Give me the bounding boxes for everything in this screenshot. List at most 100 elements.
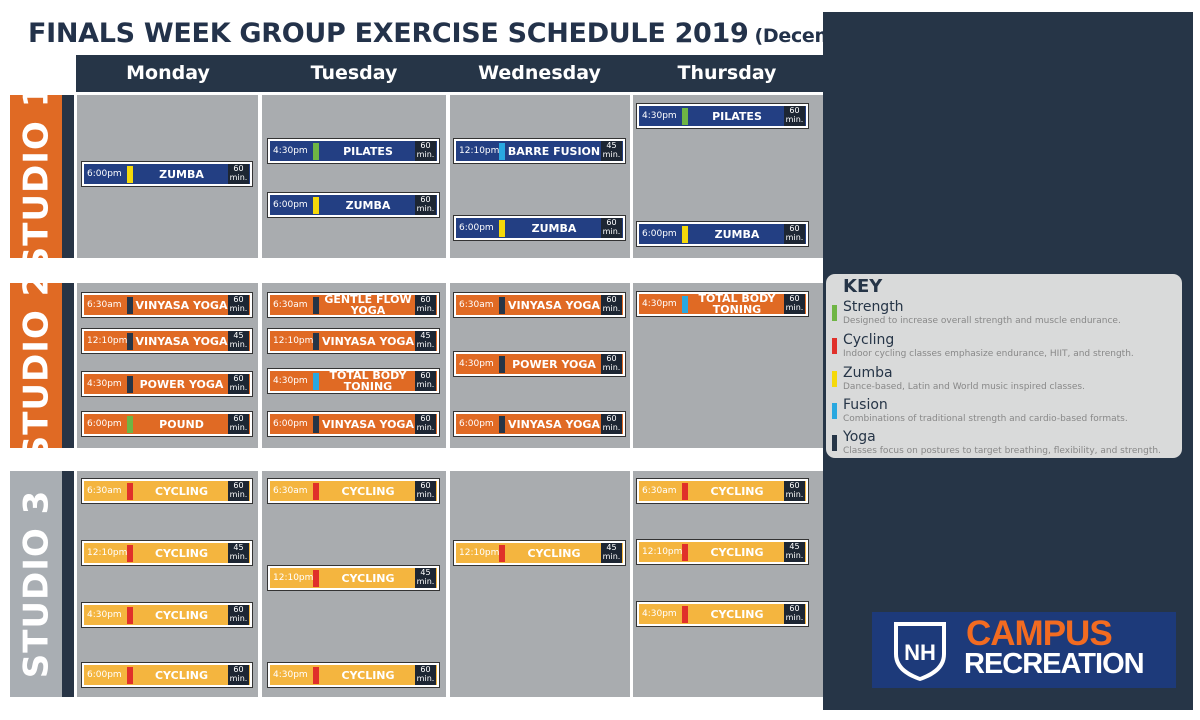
class-time: 6:30am <box>87 300 122 310</box>
day-header-tuesday: Tuesday <box>310 62 398 84</box>
zumba-color-bar <box>313 196 319 214</box>
class-name: CYCLING <box>341 571 395 585</box>
class-block[interactable]: 4:30pm POWER YOGA 60 min. <box>454 352 625 376</box>
class-duration: 45 min. <box>415 331 436 351</box>
studio-1-label: STUDIO 1 <box>10 82 62 271</box>
cycling-color-bar <box>682 482 688 500</box>
studio-1-edge <box>62 95 74 258</box>
key-legend: KEY Strength Designed to increase overal… <box>826 274 1182 458</box>
class-block[interactable]: 4:30pm PILATES 60 min. <box>637 104 808 128</box>
class-block[interactable]: 6:00pm ZUMBA 60 min. <box>454 216 625 240</box>
cycling-color-bar <box>313 569 319 587</box>
class-time: 6:00pm <box>273 200 308 210</box>
class-time: 4:30pm <box>273 376 308 386</box>
class-block[interactable]: 6:30am GENTLE FLOW YOGA 60 min. <box>268 293 439 317</box>
class-block[interactable]: 4:30pm CYCLING 60 min. <box>637 602 808 626</box>
class-block[interactable]: 6:00pm ZUMBA 60 min. <box>82 162 252 186</box>
studio-3-label: STUDIO 3 <box>10 471 62 697</box>
class-block[interactable]: 4:30pm TOTAL BODY TONING 60 min. <box>268 369 439 393</box>
page-title: FINALS WEEK GROUP EXERCISE SCHEDULE 2019… <box>28 18 937 49</box>
yoga-color-bar <box>499 296 505 314</box>
class-block[interactable]: 6:00pm VINYASA YOGA 60 min. <box>268 412 439 436</box>
class-block[interactable]: 12:10pm CYCLING 45 min. <box>268 566 439 590</box>
yoga-color-bar <box>499 415 505 433</box>
day-header-thursday: Thursday <box>677 62 777 84</box>
class-time: 4:30pm <box>642 111 677 121</box>
class-block[interactable]: 6:00pm VINYASA YOGA 60 min. <box>454 412 625 436</box>
class-block[interactable]: 12:10pm CYCLING 45 min. <box>637 540 808 564</box>
class-duration: 60 min. <box>784 224 805 244</box>
class-name: GENTLE FLOW YOGA <box>324 293 412 317</box>
svg-text:NH: NH <box>904 640 936 665</box>
class-duration: 60 min. <box>228 605 249 625</box>
campus-recreation-logo: NH CAMPUS RECREATION <box>872 612 1176 688</box>
class-block[interactable]: 12:10pm BARRE FUSION 45 min. <box>454 139 625 163</box>
day-header-wednesday: Wednesday <box>478 62 601 84</box>
class-name: ZUMBA <box>714 227 760 241</box>
class-name: CYCLING <box>710 545 764 559</box>
class-name: CYCLING <box>154 484 209 498</box>
class-block[interactable]: 4:30pm TOTAL BODY TONING 60 min. <box>637 292 808 316</box>
studio-2-label: STUDIO 2 <box>10 271 62 460</box>
zumba-color-bar <box>127 165 133 183</box>
studio3-thursday-cell <box>633 471 823 697</box>
class-time: 6:30am <box>459 300 494 310</box>
class-duration: 60 min. <box>784 604 805 624</box>
class-time: 6:00pm <box>87 670 122 680</box>
day-header-bar: Monday Tuesday Wednesday Thursday <box>76 55 823 92</box>
class-duration: 45 min. <box>228 543 249 563</box>
class-duration: 60 min. <box>228 481 249 501</box>
class-time: 4:30pm <box>87 610 122 620</box>
studio-2-edge <box>62 283 74 448</box>
class-duration: 60 min. <box>228 414 249 434</box>
class-block[interactable]: 12:10pm VINYASA YOGA 45 min. <box>82 329 252 353</box>
class-time: 6:30am <box>642 486 677 496</box>
class-name: POUND <box>159 417 204 431</box>
class-duration: 60 min. <box>415 195 436 215</box>
yoga-color-bar <box>127 296 133 314</box>
class-block[interactable]: 6:30am VINYASA YOGA 60 min. <box>454 293 625 317</box>
class-time: 4:30pm <box>642 609 677 619</box>
cycling-color-bar <box>127 606 133 624</box>
class-block[interactable]: 6:00pm POUND 60 min. <box>82 412 252 436</box>
class-duration: 60 min. <box>784 481 805 501</box>
class-block[interactable]: 6:30am CYCLING 60 min. <box>637 479 808 503</box>
class-block[interactable]: 6:00pm ZUMBA 60 min. <box>637 222 808 246</box>
class-name: VINYASA YOGA <box>508 298 600 312</box>
class-time: 6:00pm <box>459 223 494 233</box>
strength-swatch <box>832 305 837 321</box>
class-name: POWER YOGA <box>139 377 224 391</box>
class-block[interactable]: 12:10pm VINYASA YOGA 45 min. <box>268 329 439 353</box>
class-time: 12:10pm <box>87 548 128 558</box>
class-duration: 60 min. <box>601 414 622 434</box>
cycling-color-bar <box>313 666 319 684</box>
class-duration: 60 min. <box>415 141 436 161</box>
class-block[interactable]: 12:10pm CYCLING 45 min. <box>454 541 625 565</box>
class-duration: 60 min. <box>601 354 622 374</box>
cycling-color-bar <box>313 482 319 500</box>
class-time: 12:10pm <box>642 547 683 557</box>
fusion-swatch <box>832 403 837 419</box>
class-block[interactable]: 6:00pm CYCLING 60 min. <box>82 663 252 687</box>
class-duration: 45 min. <box>415 568 436 588</box>
cycling-color-bar <box>127 666 133 684</box>
class-block[interactable]: 4:30pm POWER YOGA 60 min. <box>82 372 252 396</box>
class-duration: 45 min. <box>601 543 622 563</box>
class-time: 12:10pm <box>87 336 128 346</box>
class-block[interactable]: 6:00pm ZUMBA 60 min. <box>268 193 439 217</box>
class-block[interactable]: 6:30am CYCLING 60 min. <box>268 479 439 503</box>
class-name: VINYASA YOGA <box>135 334 228 348</box>
class-name: CYCLING <box>154 668 209 682</box>
class-name: TOTAL BODY TONING <box>698 292 776 316</box>
class-block[interactable]: 12:10pm CYCLING 45 min. <box>82 541 252 565</box>
class-block[interactable]: 4:30pm CYCLING 60 min. <box>268 663 439 687</box>
class-block[interactable]: 4:30pm CYCLING 60 min. <box>82 603 252 627</box>
class-name: CYCLING <box>154 546 209 560</box>
class-block[interactable]: 4:30pm PILATES 60 min. <box>268 139 439 163</box>
yoga-swatch <box>832 435 837 451</box>
class-duration: 60 min. <box>601 295 622 315</box>
class-duration: 60 min. <box>784 294 805 314</box>
class-block[interactable]: 6:30am CYCLING 60 min. <box>82 479 252 503</box>
class-block[interactable]: 6:30am VINYASA YOGA 60 min. <box>82 293 252 317</box>
class-name: CYCLING <box>710 607 764 621</box>
